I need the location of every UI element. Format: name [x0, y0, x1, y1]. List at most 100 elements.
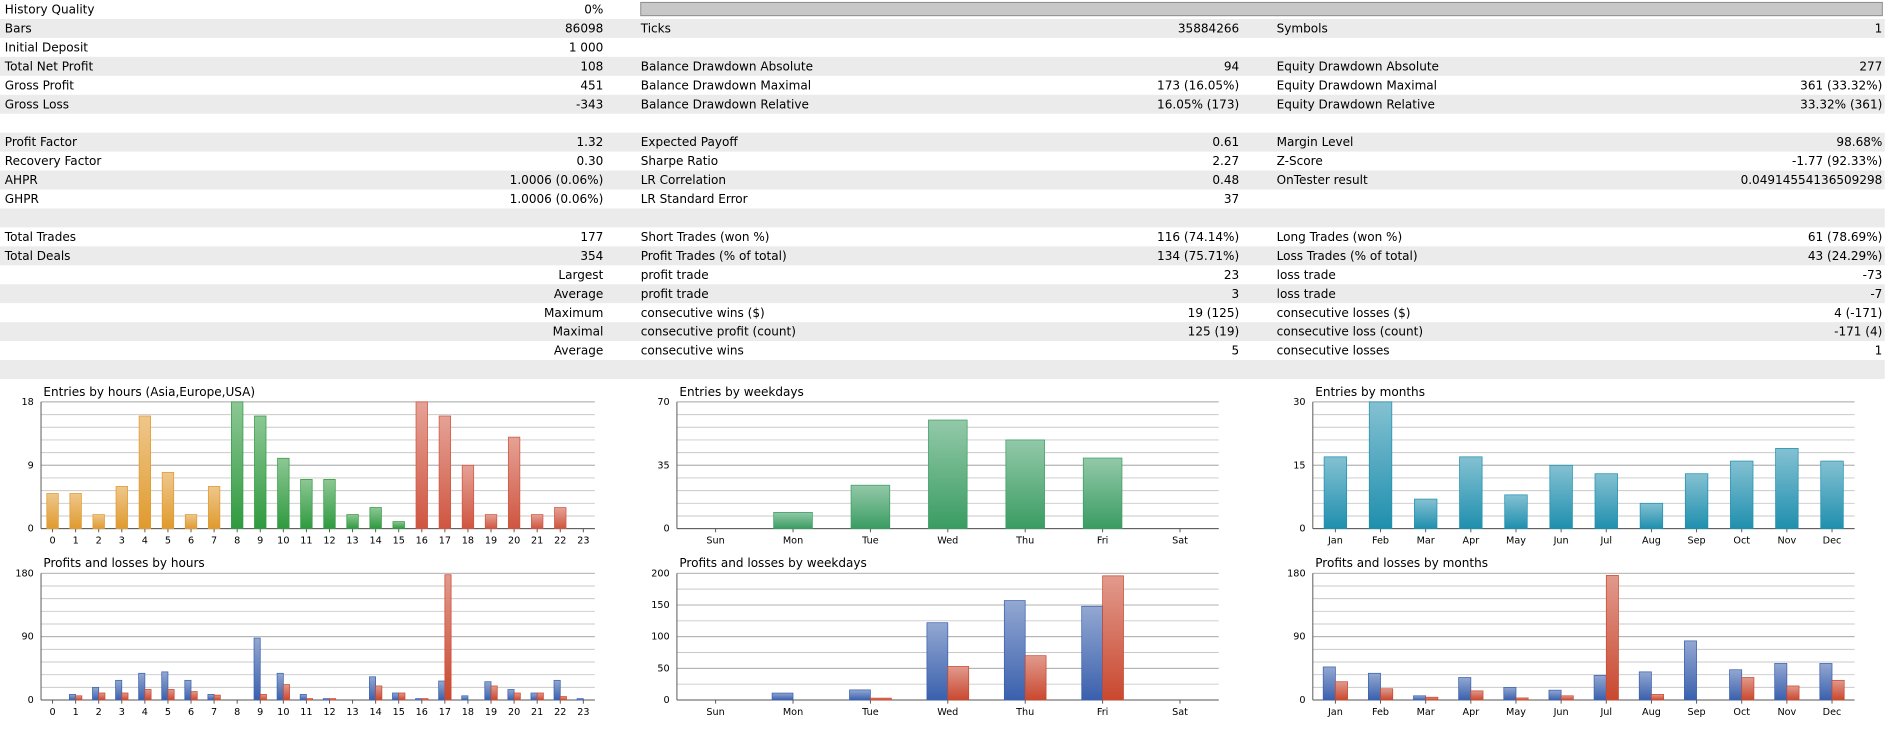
table-cell: Initial Deposit: [5, 40, 88, 54]
x-tick-label: Nov: [1777, 536, 1796, 547]
bar: [1005, 439, 1045, 530]
x-tick-label: 1: [73, 707, 79, 718]
table-cell: Margin Level: [1277, 135, 1354, 149]
bar: [1102, 575, 1124, 701]
x-tick-label: 18: [462, 707, 474, 718]
row-background: [0, 132, 1885, 152]
row-background: [0, 208, 1885, 228]
x-tick-label: 23: [577, 707, 589, 718]
x-tick-label: Oct: [1733, 536, 1750, 547]
x-tick-label: Thu: [1015, 707, 1034, 718]
bar: [1549, 464, 1573, 530]
table-cell: Gross Loss: [5, 97, 69, 111]
y-tick-label: 50: [657, 663, 669, 674]
bar: [92, 686, 100, 701]
bar: [346, 514, 359, 530]
x-tick-label: 15: [393, 707, 405, 718]
x-tick-label: Mon: [783, 536, 803, 547]
bar: [329, 698, 337, 701]
bar: [947, 666, 970, 701]
bar: [92, 514, 105, 530]
bar: [1605, 575, 1619, 701]
y-tick-label: 90: [22, 632, 34, 643]
table-cell: Symbols: [1277, 22, 1328, 36]
x-tick-label: 2: [96, 707, 102, 718]
bar: [207, 694, 215, 701]
bar: [1775, 448, 1799, 530]
x-tick-label: Dec: [1823, 707, 1842, 718]
table-cell: 277: [1859, 59, 1882, 73]
chart-title: Profits and losses by months: [1315, 556, 1488, 570]
bar: [1548, 689, 1562, 701]
bar: [531, 514, 544, 530]
x-tick-label: 0: [49, 536, 55, 547]
table-cell: 173 (16.05%): [1157, 78, 1239, 92]
x-tick-label: 23: [577, 536, 589, 547]
x-tick-label: 12: [323, 707, 335, 718]
table-cell: consecutive loss (count): [1277, 325, 1423, 339]
table-cell: Z-Score: [1277, 154, 1323, 168]
bar: [850, 484, 891, 530]
row-background: [0, 170, 1885, 190]
x-tick-label: Nov: [1777, 707, 1796, 718]
table-cell: Expected Payoff: [641, 135, 739, 149]
bar: [375, 685, 383, 701]
table-cell: 98.68%: [1836, 135, 1882, 149]
bar: [161, 671, 169, 701]
x-tick-label: Tue: [861, 707, 879, 718]
table-cell: Maximum: [544, 306, 603, 320]
x-tick-label: Sep: [1687, 536, 1705, 547]
table-cell: OnTester result: [1277, 173, 1368, 187]
x-tick-label: 8: [234, 536, 240, 547]
x-tick-label: 8: [234, 707, 240, 718]
bar: [513, 692, 521, 701]
bar: [1651, 694, 1664, 701]
table-cell: GHPR: [5, 192, 40, 206]
table-cell: Total Trades: [4, 230, 76, 244]
table-cell: loss trade: [1277, 268, 1336, 282]
bar: [484, 681, 492, 701]
bar: [928, 419, 968, 530]
bar: [98, 692, 106, 701]
x-tick-label: 10: [277, 707, 289, 718]
table-cell: profit trade: [641, 268, 709, 282]
bar: [115, 486, 128, 530]
bar: [461, 464, 475, 530]
x-tick-label: Apr: [1462, 536, 1479, 547]
y-tick-label: 200: [651, 568, 669, 579]
table-cell: AHPR: [5, 173, 39, 187]
table-cell: 3: [1232, 287, 1240, 301]
x-tick-label: Jul: [1599, 707, 1612, 718]
table-cell: 177: [580, 230, 603, 244]
y-tick-label: 180: [15, 568, 33, 579]
x-tick-label: 20: [508, 536, 520, 547]
bar: [322, 698, 330, 701]
bar: [184, 514, 198, 530]
bar: [926, 622, 949, 701]
bar: [1470, 690, 1484, 701]
y-tick-label: 0: [28, 695, 34, 706]
x-tick-label: 5: [165, 536, 171, 547]
x-tick-label: 9: [257, 536, 263, 547]
bar: [1414, 498, 1438, 530]
bar: [1323, 456, 1348, 530]
table-cell: 16.05% (173): [1157, 97, 1239, 111]
row-background: [0, 18, 1885, 38]
x-tick-label: 16: [416, 536, 428, 547]
x-tick-label: 11: [300, 707, 312, 718]
bar: [438, 415, 452, 530]
x-tick-label: 9: [257, 707, 263, 718]
bar: [1638, 671, 1652, 701]
x-tick-label: 21: [531, 536, 543, 547]
x-tick-label: Aug: [1642, 707, 1661, 718]
table-cell: -73: [1863, 268, 1883, 282]
table-cell: LR Standard Error: [641, 192, 748, 206]
bar: [1560, 695, 1574, 701]
x-tick-label: 3: [119, 536, 125, 547]
y-tick-label: 0: [664, 524, 670, 535]
table-cell: Short Trades (won %): [641, 230, 770, 244]
table-cell: 5: [1232, 344, 1240, 358]
bar: [1024, 655, 1047, 701]
table-cell: consecutive wins ($): [641, 306, 765, 320]
table-cell: 451: [580, 78, 603, 92]
